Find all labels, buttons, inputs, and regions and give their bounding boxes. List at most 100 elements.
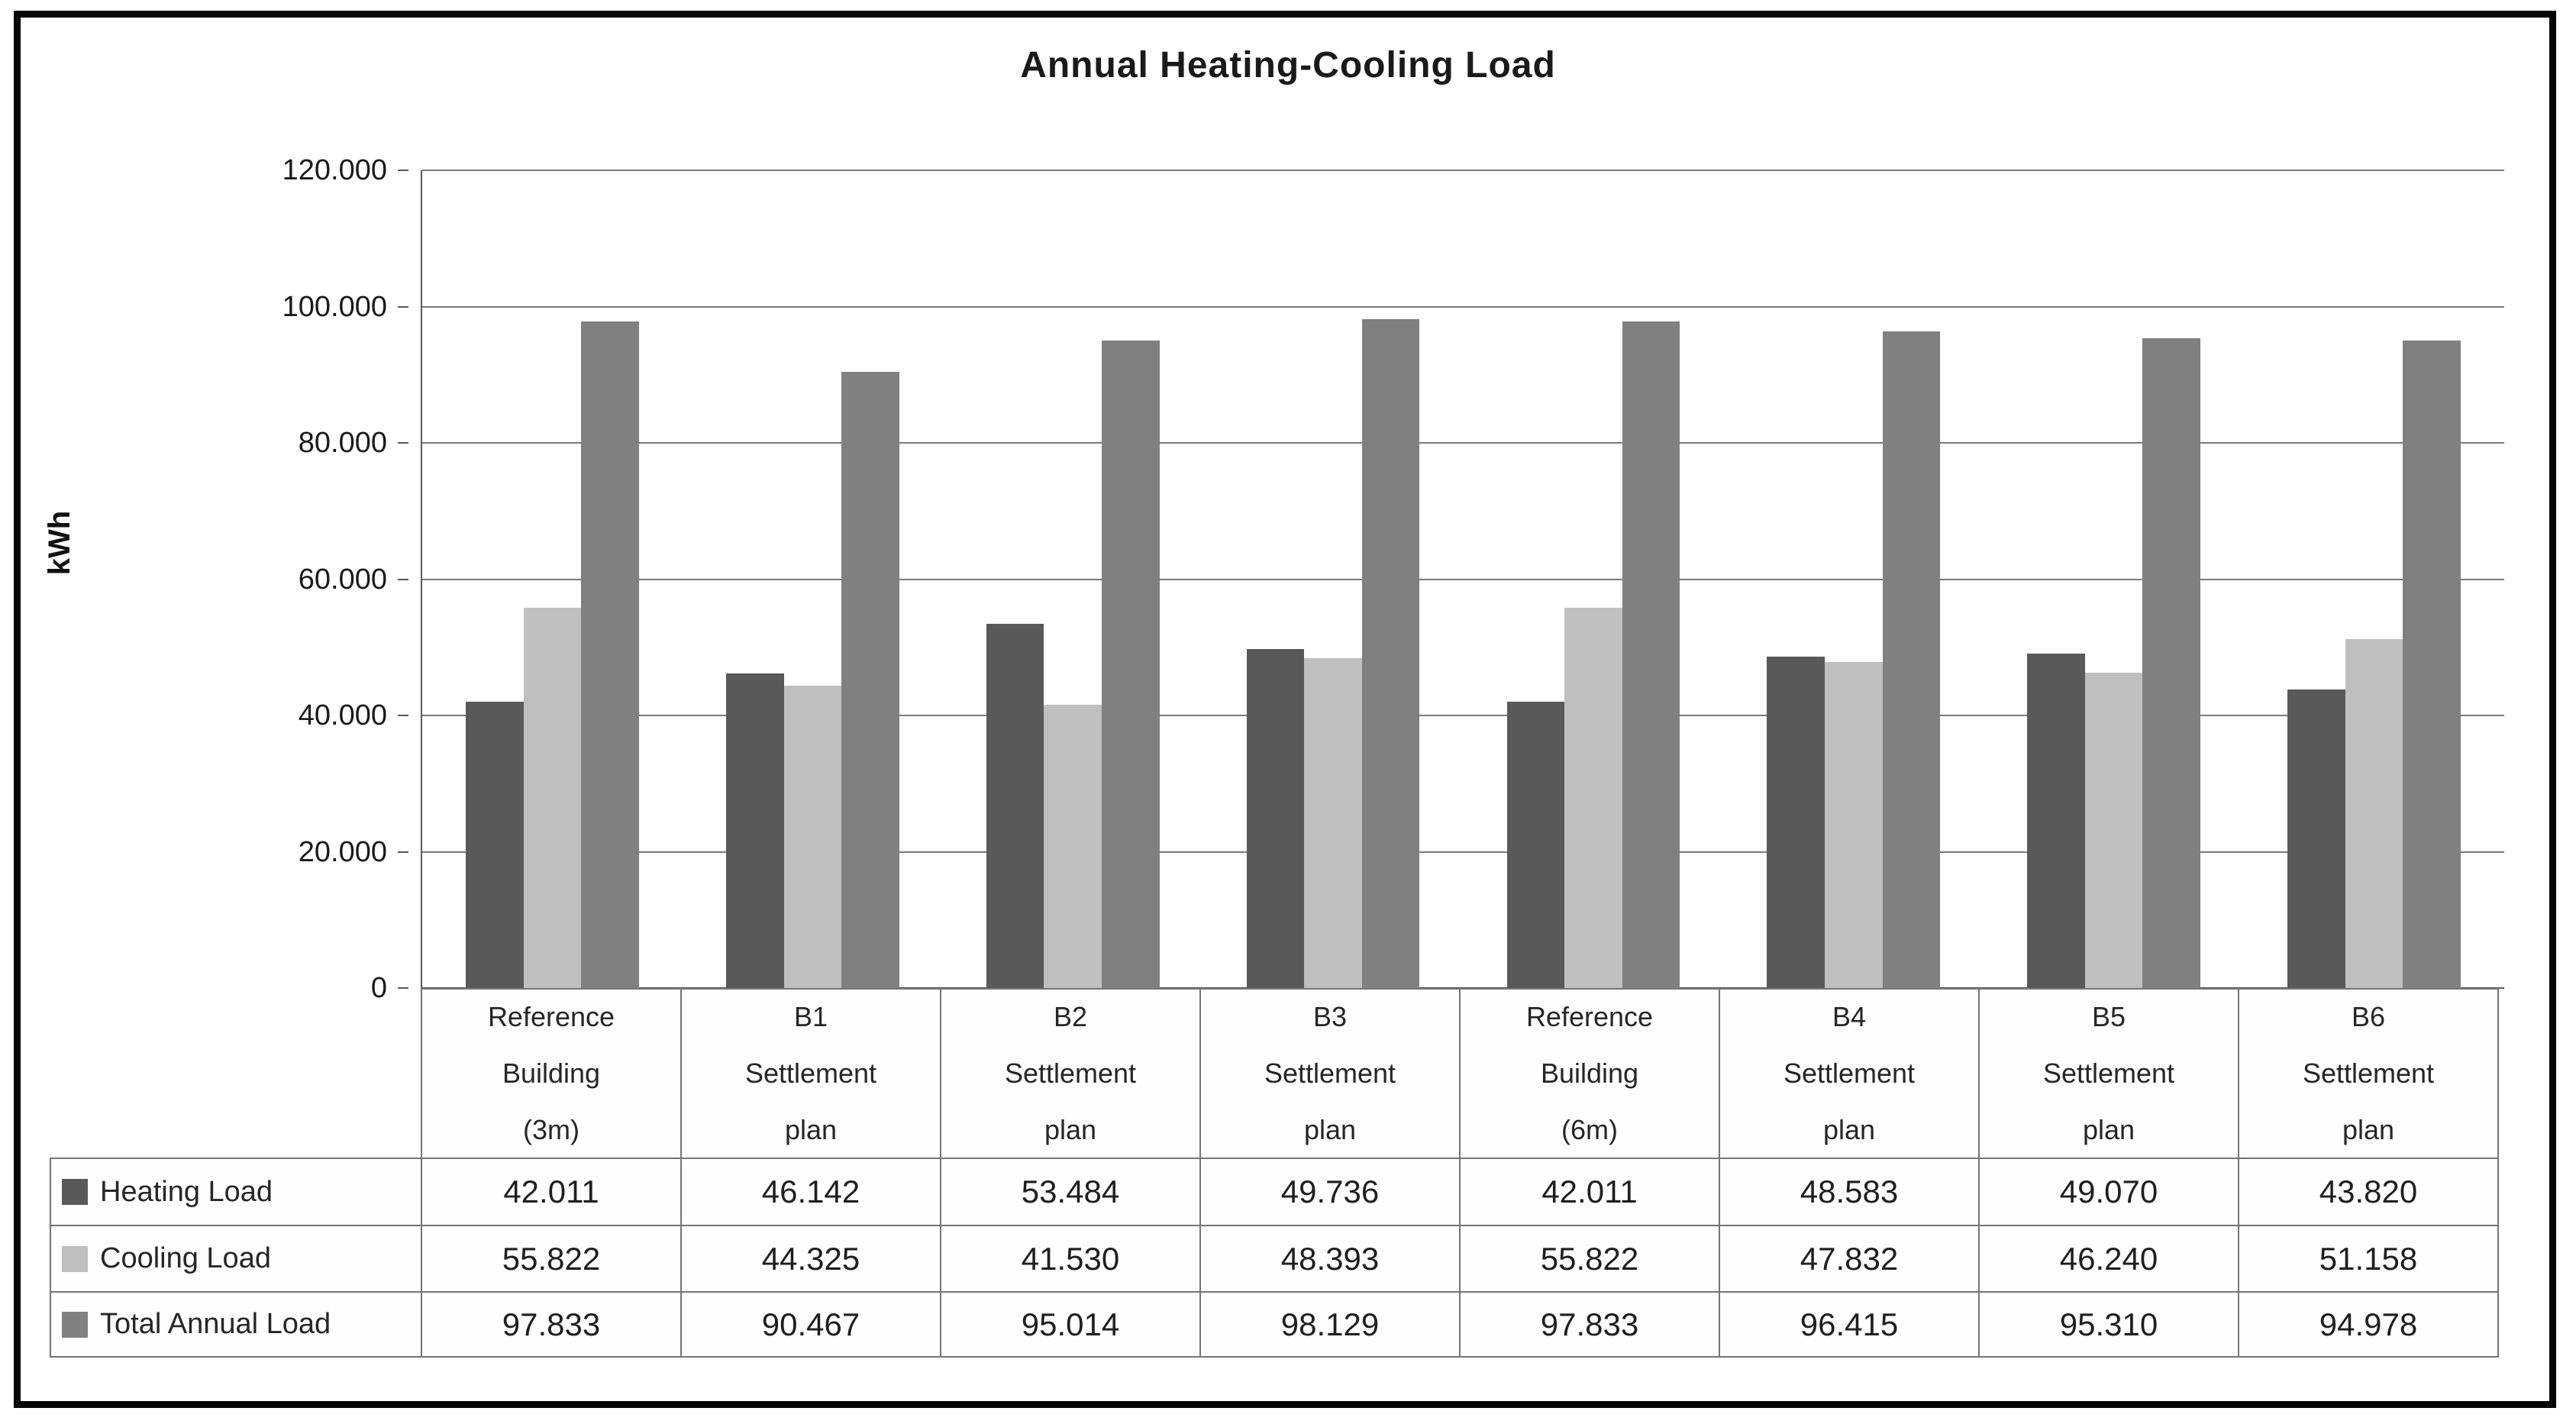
gridline-120.000	[422, 170, 2504, 171]
legend-cell-cooling-load: Cooling Load	[50, 1226, 422, 1293]
value-cell-r2-c1: 55.822	[422, 1226, 682, 1293]
bar-series-container	[422, 170, 2504, 988]
y-tick-label: 40.000	[298, 699, 387, 731]
category-header-line: Settlement	[1004, 1058, 1137, 1089]
y-tick-mark	[398, 851, 408, 853]
bar-total-annual-load	[581, 321, 639, 988]
bar-heating-load	[1506, 702, 1565, 988]
category-header-3: B2 Settlement plan	[941, 988, 1201, 1159]
value-cell-r1-c2: 46.142	[682, 1159, 941, 1226]
legend-cell-total-annual-load: Total Annual Load	[50, 1293, 422, 1358]
value-cell-r2-c6: 47.832	[1720, 1226, 1980, 1293]
value-cell-r1-c1: 42.011	[422, 1159, 682, 1226]
bar-heating-load	[986, 623, 1044, 988]
bar-heating-load	[1246, 649, 1305, 988]
category-header-1: Reference Building (3m)	[422, 988, 682, 1159]
bar-total-annual-load	[2403, 341, 2461, 988]
value-cell-r3-c8: 94.978	[2239, 1293, 2499, 1358]
category-header-line: Settlement	[1783, 1058, 1916, 1089]
y-tick-mark	[398, 442, 408, 444]
legend-label: Heating Load	[100, 1175, 273, 1208]
value-cell-r1-c6: 48.583	[1720, 1159, 1980, 1226]
bar-slot-5	[1464, 170, 1724, 988]
value-cell-r2-c5: 55.822	[1461, 1226, 1720, 1293]
legend-swatch-icon	[62, 1245, 88, 1272]
bar-total-annual-load	[1882, 331, 1941, 988]
legend-swatch-icon	[62, 1179, 88, 1205]
bar-cooling-load	[1304, 658, 1362, 988]
legend-cell-heating-load: Heating Load	[50, 1159, 422, 1226]
y-axis-line	[421, 170, 422, 990]
chart-title: Annual Heating-Cooling Load	[1020, 45, 1556, 86]
gridline-80.000	[422, 442, 2504, 444]
bar-slot-6	[1723, 170, 1984, 988]
category-header-line: plan	[2082, 1114, 2135, 1145]
value-cell-r3-c5: 97.833	[1461, 1293, 1720, 1358]
bar-group-1	[466, 170, 639, 988]
y-tick-label: 80.000	[298, 427, 387, 459]
bar-total-annual-load	[841, 371, 899, 988]
category-header-line: plan	[1822, 1114, 1876, 1145]
bar-group-8	[2287, 170, 2461, 988]
y-tick-mark	[398, 170, 408, 171]
plot-area	[422, 170, 2504, 989]
category-header-line: B2	[1053, 1001, 1088, 1032]
value-cell-r3-c7: 95.310	[1980, 1293, 2239, 1358]
bar-total-annual-load	[2142, 338, 2201, 988]
legend-swatch-icon	[62, 1311, 88, 1338]
gridline-20.000	[422, 851, 2504, 853]
category-header-line: plan	[2342, 1114, 2395, 1145]
category-header-line: B4	[1832, 1001, 1867, 1032]
bar-cooling-load	[1044, 705, 1102, 988]
value-cell-r2-c7: 46.240	[1980, 1226, 2239, 1293]
category-header-line: Reference	[1525, 1001, 1654, 1032]
y-tick-mark	[398, 715, 408, 716]
value-cell-r2-c2: 44.325	[682, 1226, 941, 1293]
bar-heating-load	[2027, 654, 2085, 988]
value-cell-r3-c1: 97.833	[422, 1293, 682, 1358]
value-cell-r1-c3: 53.484	[941, 1159, 1201, 1226]
value-cell-r1-c8: 43.820	[2239, 1159, 2499, 1226]
gridline-60.000	[422, 578, 2504, 580]
bar-total-annual-load	[1361, 319, 1420, 988]
bar-cooling-load	[2084, 673, 2143, 988]
value-cell-r1-c7: 49.070	[1980, 1159, 2239, 1226]
category-header-line: plan	[1044, 1114, 1097, 1145]
category-header-line: plan	[1303, 1114, 1357, 1145]
category-header-line: (6m)	[1561, 1114, 1618, 1145]
category-header-line: Settlement	[2042, 1058, 2175, 1089]
value-cell-r3-c4: 98.129	[1201, 1293, 1461, 1358]
value-cell-r2-c4: 48.393	[1201, 1226, 1461, 1293]
bar-total-annual-load	[1101, 341, 1160, 988]
bar-slot-2	[683, 170, 943, 988]
category-header-line: Settlement	[744, 1058, 877, 1089]
y-tick-label: 60.000	[298, 563, 387, 596]
bar-heating-load	[2287, 689, 2345, 988]
y-tick-label: 20.000	[298, 835, 387, 868]
bar-group-3	[986, 170, 1160, 988]
bar-total-annual-load	[1622, 321, 1680, 988]
category-header-line: B3	[1312, 1001, 1348, 1032]
y-tick-label: 100.000	[282, 290, 387, 323]
category-header-line: Building	[1540, 1058, 1639, 1089]
category-header-7: B5 Settlement plan	[1980, 988, 2239, 1159]
category-header-4: B3 Settlement plan	[1201, 988, 1461, 1159]
value-cell-r2-c3: 41.530	[941, 1226, 1201, 1293]
chart-data-table: Reference Building (3m) B1 Settlement plan B2 S…	[50, 988, 2499, 1358]
gridline-100.000	[422, 305, 2504, 308]
bar-group-5	[1506, 170, 1680, 988]
bar-group-6	[1767, 170, 1941, 988]
bar-heating-load	[725, 673, 784, 988]
bar-cooling-load	[783, 686, 842, 988]
bar-heating-load	[1767, 657, 1825, 988]
bar-group-2	[725, 170, 899, 988]
value-cell-r3-c2: 90.467	[682, 1293, 941, 1358]
value-cell-r1-c4: 49.736	[1201, 1159, 1461, 1226]
y-axis-tick-labels: 120.000 100.000 80.000 60.000 40.000 20.000 0	[0, 154, 410, 1004]
y-tick-mark	[398, 578, 408, 580]
category-header-line: B5	[2091, 1001, 2126, 1032]
category-header-5: Reference Building (6m)	[1461, 988, 1720, 1159]
y-tick-label: 0	[370, 972, 387, 1004]
bar-heating-load	[466, 702, 524, 988]
